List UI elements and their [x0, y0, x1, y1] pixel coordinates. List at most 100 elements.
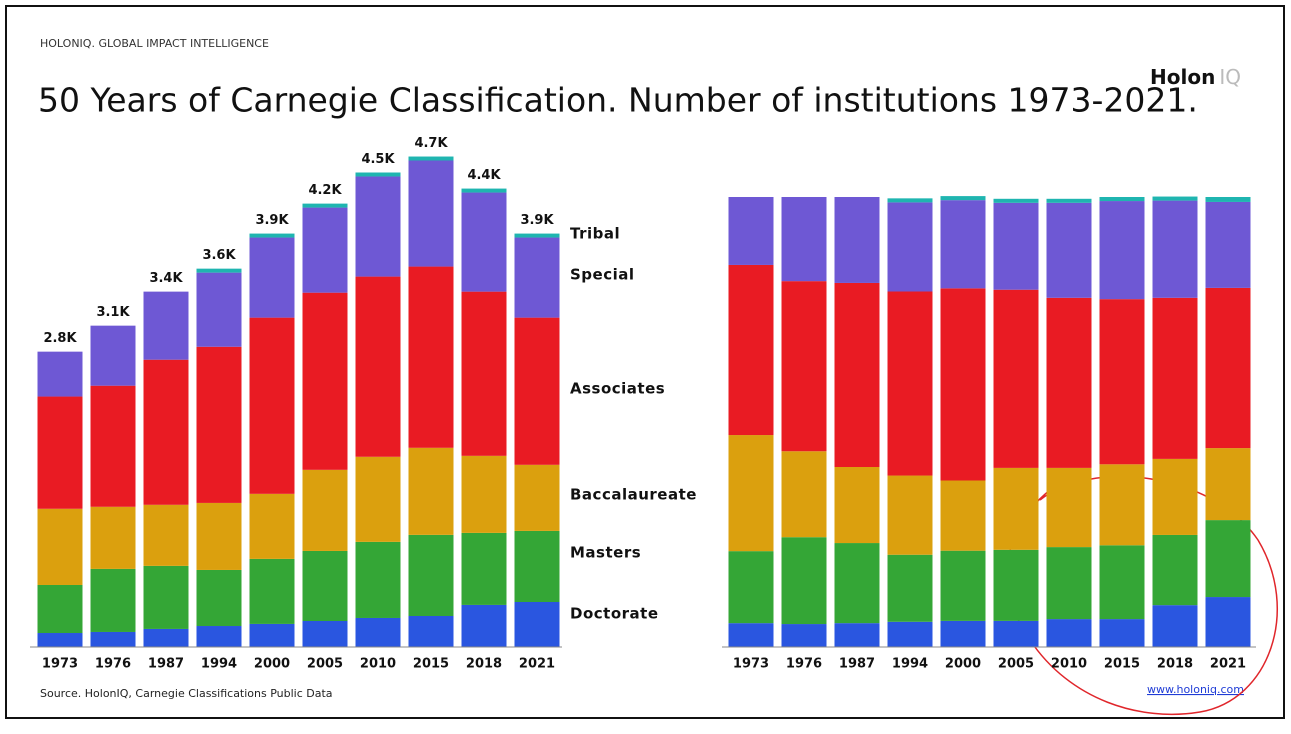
bar-segment — [302, 292, 348, 470]
legend-label: Associates — [570, 380, 665, 398]
legend-label: Masters — [570, 544, 641, 562]
bar-segment — [355, 456, 401, 542]
bar-segment — [461, 291, 507, 456]
bar-segment — [355, 541, 401, 618]
logo: Holon IQ — [1150, 65, 1241, 89]
bar-segment — [461, 604, 507, 647]
x-tick-label: 2015 — [1104, 657, 1140, 672]
bar-segment — [196, 502, 242, 570]
bar-segment — [940, 550, 986, 621]
bar-segment — [781, 537, 827, 625]
legend-label: Tribal — [570, 225, 620, 243]
bar-segment — [302, 469, 348, 551]
x-tick-label: 1976 — [95, 657, 131, 672]
link[interactable]: www.holoniq.com — [1147, 683, 1244, 696]
bar-segment — [940, 620, 986, 647]
bar-segment — [302, 203, 348, 208]
source: Source. HolonIQ, Carnegie Classification… — [40, 687, 333, 700]
bar-segment — [355, 176, 401, 277]
bar-segment — [143, 291, 189, 360]
x-tick-label: 1973 — [733, 657, 769, 672]
bar-segment — [1046, 198, 1092, 203]
bar-segment — [355, 617, 401, 647]
bar-segment — [1205, 448, 1251, 521]
bar-segment — [249, 493, 295, 559]
bar-segment — [781, 197, 827, 282]
bar-segment — [196, 272, 242, 347]
total-label: 3.9K — [255, 213, 289, 228]
total-label: 3.9K — [520, 213, 554, 228]
bar-segment — [37, 508, 83, 585]
bar-segment — [728, 435, 774, 552]
x-tick-label: 1976 — [786, 657, 822, 672]
bar-segment — [1046, 547, 1092, 620]
bar-segment — [1152, 458, 1198, 535]
legend-label: Special — [570, 266, 635, 284]
bar-segment — [461, 188, 507, 193]
bar-segment — [1152, 200, 1198, 298]
bar-segment — [249, 558, 295, 624]
bar-segment — [887, 198, 933, 203]
bar-segment — [37, 633, 83, 647]
bar-segment — [37, 396, 83, 509]
bar-segment — [355, 276, 401, 457]
bar-segment — [355, 172, 401, 177]
bar-segment — [1205, 597, 1251, 647]
x-tick-label: 2015 — [413, 657, 449, 672]
kicker: HOLONIQ. GLOBAL IMPACT INTELLIGENCE — [40, 37, 269, 50]
bar-segment — [781, 624, 827, 647]
bar-segment — [196, 268, 242, 273]
bar-segment — [1099, 201, 1145, 300]
bar-segment — [887, 202, 933, 292]
bar-segment — [993, 202, 1039, 290]
bar-segment — [143, 359, 189, 505]
x-tick-label: 2000 — [945, 657, 981, 672]
bar-segment — [249, 623, 295, 647]
bar-segment — [728, 264, 774, 436]
bar-segment — [834, 543, 880, 624]
x-tick-label: 2005 — [307, 657, 343, 672]
bar-segment — [781, 281, 827, 452]
x-tick-label: 1994 — [892, 657, 928, 672]
bar-segment — [90, 506, 136, 569]
logo-main: Holon — [1150, 65, 1215, 89]
bar-segment — [408, 266, 454, 448]
x-tick-label: 1987 — [148, 657, 184, 672]
bar-segment — [993, 198, 1039, 203]
bar-segment — [728, 551, 774, 624]
bar-segment — [781, 451, 827, 538]
bar-segment — [887, 291, 933, 476]
bar-segment — [940, 480, 986, 551]
bar-segment — [1152, 297, 1198, 459]
bar-segment — [90, 631, 136, 647]
bar-segment — [993, 549, 1039, 621]
x-tick-label: 2005 — [998, 657, 1034, 672]
bar-segment — [1099, 197, 1145, 202]
bar-segment — [1205, 201, 1251, 288]
logo-suffix: IQ — [1219, 65, 1241, 89]
bar-segment — [887, 554, 933, 622]
bar-segment — [90, 385, 136, 507]
bar-segment — [37, 351, 83, 397]
bar-segment — [90, 325, 136, 386]
bar-segment — [940, 288, 986, 481]
bar-segment — [1205, 520, 1251, 598]
bar-segment — [408, 160, 454, 267]
bar-segment — [993, 620, 1039, 647]
bar-segment — [940, 200, 986, 289]
bar-segment — [37, 584, 83, 634]
bar-segment — [302, 550, 348, 622]
total-label: 4.7K — [414, 136, 448, 151]
x-tick-label: 2010 — [1051, 657, 1087, 672]
bar-segment — [1099, 545, 1145, 620]
bar-segment — [834, 282, 880, 467]
bar-segment — [302, 207, 348, 293]
title: 50 Years of Carnegie Classification. Num… — [38, 81, 1198, 120]
bar-segment — [143, 628, 189, 647]
bar-segment — [1046, 467, 1092, 548]
bar-segment — [1205, 197, 1251, 202]
bar-segment — [514, 530, 560, 603]
total-label: 4.2K — [308, 183, 342, 198]
bar-segment — [1046, 202, 1092, 298]
